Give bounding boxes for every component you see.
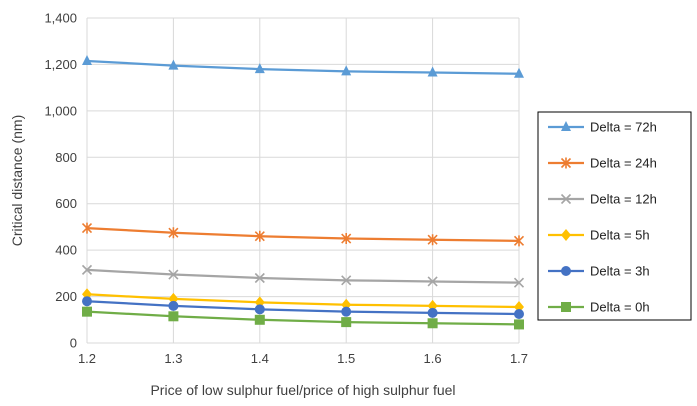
y-axis-title: Critical distance (nm) [9,115,25,246]
y-tick-label: 0 [70,336,77,351]
data-point [341,317,352,328]
y-tick-label: 1,000 [44,103,77,118]
data-point [254,63,265,74]
series-line [86,59,520,75]
x-tick-label: 1.5 [337,351,355,366]
axes: 0 200 400 600 800 1,000 1,200 1,400 1.2 1.3 1.4 1.5… [44,11,528,367]
data-point [341,275,352,286]
data-point [514,308,524,319]
data-point [513,235,525,247]
series-5 [82,306,524,330]
series [81,54,525,330]
legend-marker [560,157,572,169]
legend-label: Delta = 5h [590,228,650,243]
data-point [341,233,352,245]
gridlines [86,17,520,344]
legend-entry: Delta = 0h [548,300,650,315]
data-point [168,300,179,311]
data-point [82,296,92,307]
legend-marker [560,193,572,205]
data-point [341,306,352,317]
data-point [514,67,524,78]
series-1 [81,222,525,247]
data-point [168,227,179,239]
data-point [427,318,438,329]
x-axis-title: Price of low sulphur fuel/price of high … [150,382,455,398]
data-point [168,311,179,322]
x-tick-label: 1.3 [164,351,182,366]
legend-box [537,111,692,321]
series-line [86,268,520,284]
data-point [81,264,93,275]
data-point [341,65,352,76]
legend-label: Delta = 24h [590,156,657,171]
x-tick-label: 1.7 [510,351,528,366]
series-line [86,226,520,242]
legend-marker [561,266,571,276]
legend-entry: Delta = 5h [548,228,650,243]
legend-label: Delta = 72h [590,120,657,135]
data-point [513,277,525,288]
data-point [82,306,92,317]
data-point [81,222,93,234]
series-4 [82,296,524,319]
series-3 [82,288,524,314]
legend-label: Delta = 12h [590,192,657,207]
series-0 [82,54,524,78]
data-point [168,59,179,70]
legend-marker [561,229,571,241]
legend-entry: Delta = 12h [548,192,657,207]
data-point [427,66,438,77]
y-tick-label: 400 [55,243,77,258]
y-tick-label: 1,200 [44,57,77,72]
data-point [254,230,265,242]
legend-marker [561,302,571,312]
y-tick-label: 800 [55,150,77,165]
x-tick-label: 1.6 [424,351,442,366]
y-tick-label: 1,400 [44,11,77,26]
data-point [427,307,438,318]
data-point [82,54,92,65]
legend-entry: Delta = 72h [548,120,657,135]
legend-label: Delta = 3h [590,264,650,279]
data-point [514,319,524,330]
data-point [254,304,265,315]
series-line [86,310,520,326]
data-point [168,269,179,280]
series-2 [81,264,525,288]
legend-entry: Delta = 24h [548,156,657,171]
legend-entry: Delta = 3h [548,264,650,279]
legend-label: Delta = 0h [590,300,650,315]
y-tick-label: 600 [55,196,77,211]
y-tick-label: 200 [55,289,77,304]
series-line [86,300,520,316]
legend-marker [561,121,571,131]
data-point [254,314,265,325]
series-line [86,293,520,309]
data-point [254,272,265,284]
data-point [427,234,438,246]
x-tick-label: 1.4 [251,351,269,366]
x-tick-label: 1.2 [78,351,96,366]
legend: Delta = 72h Delta = 24h Delta = 12h Delta =… [537,111,692,321]
data-point [427,276,438,287]
